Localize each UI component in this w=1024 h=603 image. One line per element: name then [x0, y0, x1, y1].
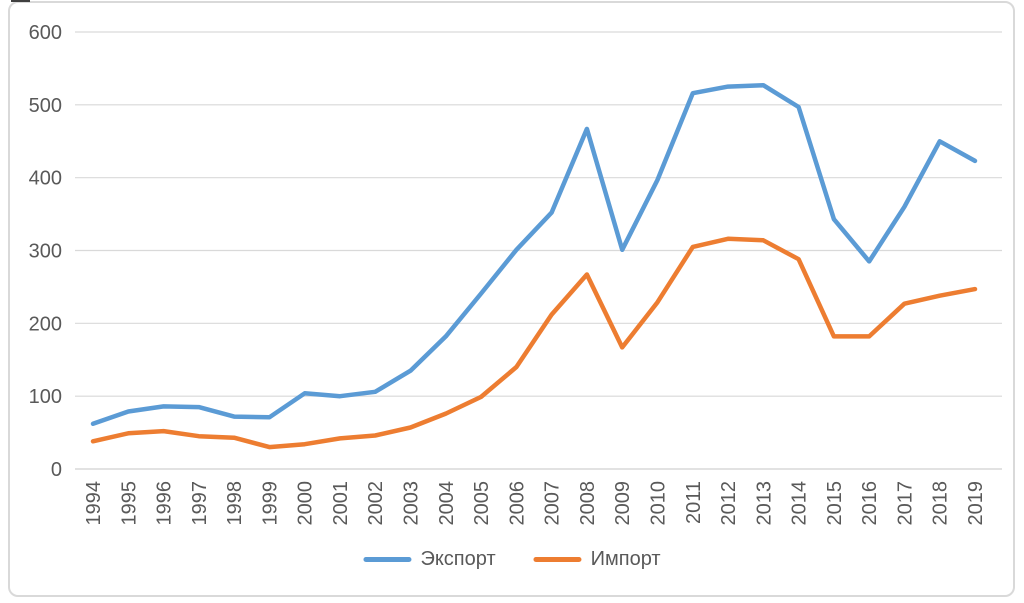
legend-label-import: Импорт — [590, 548, 661, 570]
x-axis-tick-label: 2013 — [753, 481, 775, 526]
series-line-import — [90, 236, 978, 450]
chart-legend: Экспорт Импорт — [363, 548, 661, 570]
legend-swatch-export — [363, 556, 412, 562]
y-axis-tick-label: 300 — [29, 241, 62, 263]
y-axis-tick-label: 100 — [29, 386, 62, 408]
x-axis-tick-label: 1994 — [83, 481, 105, 526]
legend-item-export: Экспорт — [363, 548, 496, 570]
x-axis-tick-label: 2014 — [789, 481, 811, 526]
x-axis-tick-label: 2001 — [330, 481, 352, 526]
x-axis-tick-label: 2016 — [859, 481, 881, 526]
y-axis-tick-label: 400 — [29, 168, 62, 190]
x-axis-tick-label: 2015 — [824, 481, 846, 526]
x-axis-tick-label: 2004 — [436, 481, 458, 526]
legend-swatch-import — [533, 556, 582, 562]
x-axis-tick-label: 2019 — [965, 481, 987, 526]
x-axis-tick-label: 2012 — [718, 481, 740, 526]
series-group — [90, 82, 978, 450]
x-axis-tick-label: 2003 — [401, 481, 423, 526]
x-axis-tick-label: 2017 — [894, 481, 916, 526]
x-axis-tick-label: 2018 — [930, 481, 952, 526]
x-axis-tick-label: 2008 — [577, 481, 599, 526]
x-axis-tick-label: 1995 — [118, 481, 140, 526]
x-axis-tick-label: 1997 — [189, 481, 211, 526]
x-axis-tick-label: 1999 — [259, 481, 281, 526]
x-axis-tick-label: 1998 — [224, 481, 246, 526]
x-axis-tick-label: 2000 — [295, 481, 317, 526]
x-axis-tick-label: 2005 — [471, 481, 493, 526]
y-axis-tick-label: 500 — [29, 95, 62, 117]
x-axis-tick-label: 1996 — [154, 481, 176, 526]
x-axis-tick-label: 2011 — [683, 481, 705, 524]
y-axis-tick-label: 200 — [29, 313, 62, 335]
x-axis-tick-label: 2007 — [542, 481, 564, 526]
crop-artifact-line — [11, 0, 30, 2]
y-axis-tick-label: 0 — [51, 459, 62, 481]
y-axis-labels-group: 0 100 200 300 400 500 600 — [29, 22, 62, 481]
x-axis-tick-label: 2009 — [612, 481, 634, 526]
x-axis-tick-label: 2010 — [648, 481, 670, 526]
y-axis-tick-label: 600 — [29, 22, 62, 44]
gridlines-group — [75, 31, 1002, 470]
legend-item-import: Импорт — [533, 548, 661, 570]
legend-label-export: Экспорт — [420, 548, 496, 570]
x-axis-tick-label: 2002 — [365, 481, 387, 526]
chart-area-border — [8, 1, 1015, 597]
series-line-export — [90, 82, 978, 427]
x-axis-labels-group: 1994 1995 1996 1997 1998 1999 2000 2001 2002 2003… — [83, 481, 987, 526]
x-axis-tick-label: 2006 — [506, 481, 528, 526]
